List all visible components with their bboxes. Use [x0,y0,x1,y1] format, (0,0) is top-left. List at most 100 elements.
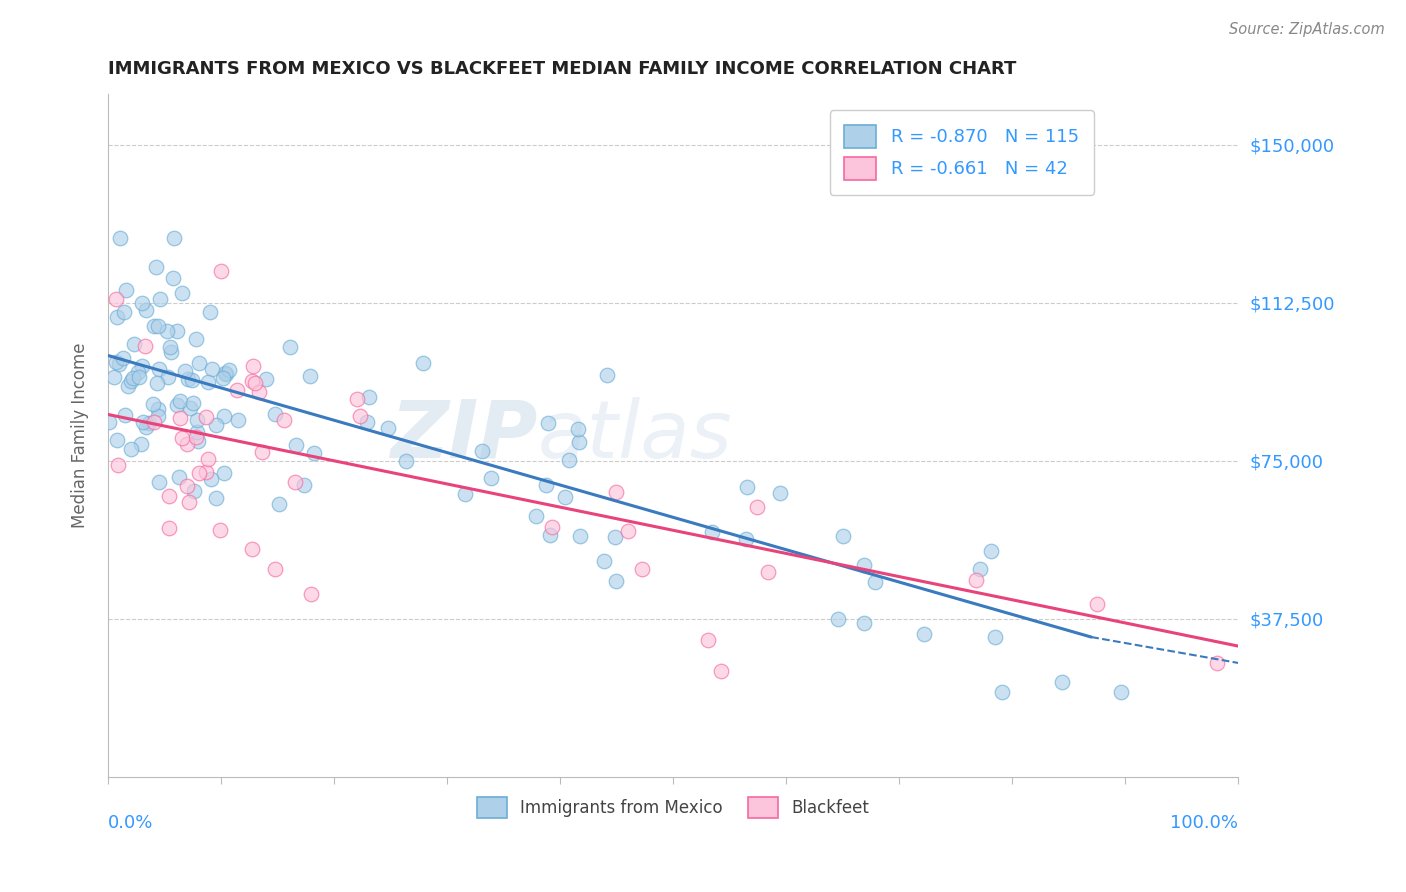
Point [114,408,136,422]
Point [568,435,591,450]
Text: IMMIGRANTS FROM MEXICO VS BLACKFEET MEDIAN FAMILY INCOME CORRELATION CHART: IMMIGRANTS FROM MEXICO VS BLACKFEET MEDI… [108,60,1017,78]
Point [122,336,145,351]
Point [122,370,145,384]
Point [254,372,277,386]
Point [183,483,205,498]
Point [127,365,149,379]
Point [299,368,322,383]
Point [605,574,627,588]
Point [108,358,131,372]
Point [142,397,165,411]
Point [745,500,768,515]
Point [346,392,368,406]
Point [969,562,991,576]
Point [157,521,180,535]
Point [990,685,1012,699]
Point [111,351,134,366]
Point [176,478,198,492]
Point [186,333,208,347]
Point [412,356,434,370]
Point [156,324,179,338]
Point [264,408,287,422]
Point [177,494,200,508]
Point [103,370,125,384]
Point [215,367,238,381]
Point [304,446,326,460]
Point [212,409,235,423]
Point [1050,674,1073,689]
Point [115,283,138,297]
Point [479,471,502,485]
Point [242,359,264,373]
Point [394,454,416,468]
Y-axis label: Median Family Income: Median Family Income [72,343,89,528]
Point [104,355,127,369]
Point [142,319,165,334]
Point [569,529,592,543]
Point [965,573,987,587]
Point [128,370,150,384]
Point [146,376,169,391]
Point [107,458,129,472]
Text: 100.0%: 100.0% [1170,814,1239,832]
Point [195,465,218,479]
Point [269,497,291,511]
Point [134,339,156,353]
Point [240,541,263,556]
Point [592,554,614,568]
Point [197,451,219,466]
Point [240,374,263,388]
Point [357,391,380,405]
Point [166,398,188,412]
Point [186,425,208,439]
Point [180,373,202,387]
Point [984,630,1007,644]
Point [98,415,121,429]
Point [176,437,198,451]
Point [557,453,579,467]
Point [166,324,188,338]
Point [212,466,235,480]
Point [177,372,200,386]
Point [170,285,193,300]
Point [554,490,576,504]
Point [198,305,221,319]
Point [120,374,142,388]
Point [186,430,208,444]
Point [201,362,224,376]
Point [737,480,759,494]
Text: atlas: atlas [537,397,733,475]
Point [853,615,876,630]
Point [131,295,153,310]
Point [160,344,183,359]
Point [534,477,557,491]
Point [212,371,235,385]
Point [156,370,179,384]
Point [148,475,170,489]
Point [228,413,250,427]
Point [710,665,733,679]
Text: 0.0%: 0.0% [108,814,153,832]
Point [356,415,378,429]
Point [769,485,792,500]
Point [197,376,219,390]
Point [631,562,654,576]
Point [827,612,849,626]
Point [138,416,160,430]
Point [214,366,236,380]
Point [146,409,169,423]
Point [912,627,935,641]
Point [117,378,139,392]
Point [524,508,547,523]
Text: Source: ZipAtlas.com: Source: ZipAtlas.com [1229,22,1385,37]
Point [538,528,561,542]
Point [1109,685,1132,699]
Point [349,409,371,424]
Point [170,431,193,445]
Point [284,475,307,489]
Point [148,401,170,416]
Point [204,491,226,506]
Point [162,271,184,285]
Point [218,362,240,376]
Point [377,421,399,435]
